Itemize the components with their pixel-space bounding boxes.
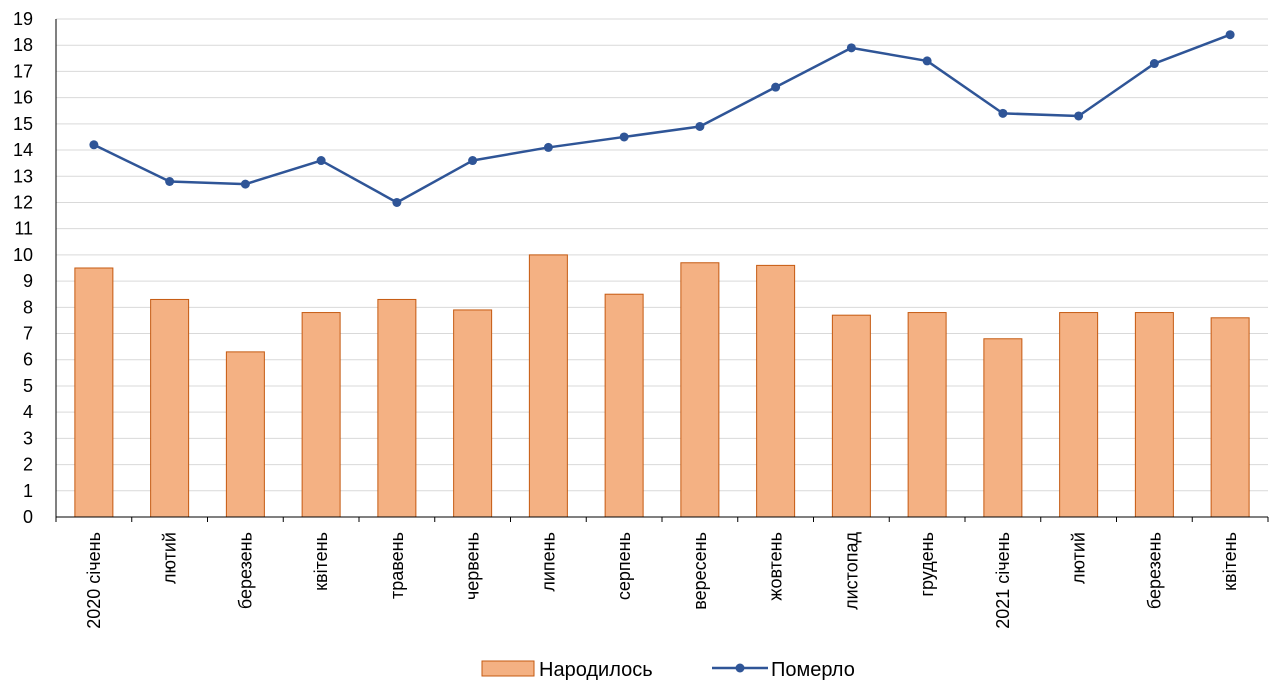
legend-swatch-bar xyxy=(481,660,535,677)
bar xyxy=(680,262,720,518)
bar xyxy=(377,298,417,518)
x-category-label: травень xyxy=(387,532,407,599)
bar xyxy=(1134,312,1174,518)
bar xyxy=(756,264,796,518)
bar xyxy=(1059,312,1099,518)
x-category-label: липень xyxy=(538,532,558,592)
x-category-label: березень xyxy=(1144,532,1164,609)
x-category-label: серпень xyxy=(614,532,634,600)
line-point xyxy=(165,177,175,187)
line-point xyxy=(543,142,553,152)
line-point xyxy=(240,179,250,189)
legend-marker-line xyxy=(735,663,745,673)
bar xyxy=(604,293,644,518)
y-tick-label: 12 xyxy=(13,192,33,212)
line-point xyxy=(316,156,326,166)
line-point xyxy=(1225,30,1235,40)
bar xyxy=(528,254,568,518)
legend-label-bar: Народилось xyxy=(539,659,653,681)
y-tick-label: 16 xyxy=(13,88,33,108)
x-category-label: 2020 січень xyxy=(84,532,104,629)
legend: Народилось Померло xyxy=(481,659,855,681)
x-category-label: 2021 січень xyxy=(993,532,1013,629)
y-tick-label: 2 xyxy=(23,455,33,475)
y-tick-label: 17 xyxy=(13,61,33,81)
y-tick-label: 4 xyxy=(23,402,33,422)
bar xyxy=(225,351,265,518)
y-tick-label: 11 xyxy=(14,219,33,239)
bar xyxy=(831,314,871,518)
bar xyxy=(907,312,947,518)
x-category-label: листопад xyxy=(841,532,861,610)
y-tick-label: 8 xyxy=(23,297,33,317)
y-tick-label: 6 xyxy=(23,350,33,370)
line-point xyxy=(619,132,629,142)
y-tick-label: 0 xyxy=(23,507,33,527)
line-point xyxy=(468,156,478,166)
y-tick-label: 14 xyxy=(13,140,33,160)
bar xyxy=(301,312,341,518)
line-point xyxy=(922,56,932,66)
bar xyxy=(453,309,493,518)
x-category-label: березень xyxy=(235,532,255,609)
x-category-label: вересень xyxy=(690,532,710,610)
line-path xyxy=(93,33,1231,204)
y-tick-label: 19 xyxy=(13,9,33,29)
y-tick-label: 13 xyxy=(13,166,33,186)
y-tick-label: 7 xyxy=(23,324,33,344)
x-category-label: квітень xyxy=(311,532,331,591)
x-category-label: квітень xyxy=(1220,532,1240,591)
bar xyxy=(1210,317,1250,518)
bar-series xyxy=(74,254,1250,518)
bar xyxy=(150,298,190,518)
line-series xyxy=(89,30,1235,207)
line-point xyxy=(392,197,402,207)
line-point xyxy=(1074,111,1084,121)
y-tick-label: 9 xyxy=(23,271,33,291)
y-tick-label: 18 xyxy=(13,35,33,55)
legend-label-line: Померло xyxy=(771,659,855,681)
x-category-label: червень xyxy=(463,532,483,600)
bar xyxy=(74,267,114,518)
x-category-label: лютий xyxy=(1069,532,1089,584)
y-tick-label: 1 xyxy=(23,481,33,501)
axes xyxy=(55,19,1269,522)
x-category-label: лютий xyxy=(160,532,180,584)
line-point xyxy=(771,82,781,92)
line-point xyxy=(695,121,705,131)
y-tick-label: 10 xyxy=(13,245,33,265)
y-tick-label: 5 xyxy=(23,376,33,396)
line-point xyxy=(998,108,1008,118)
line-point xyxy=(89,140,99,150)
x-category-label: грудень xyxy=(917,532,937,597)
bar xyxy=(983,338,1023,518)
x-axis-category-labels: 2020 січень лютий березень квітень травень че… xyxy=(84,532,1240,629)
y-tick-label: 3 xyxy=(23,428,33,448)
y-tick-label: 15 xyxy=(13,114,33,134)
x-category-label: жовтень xyxy=(766,532,786,601)
line-point xyxy=(1149,59,1159,69)
line-point xyxy=(846,43,856,53)
